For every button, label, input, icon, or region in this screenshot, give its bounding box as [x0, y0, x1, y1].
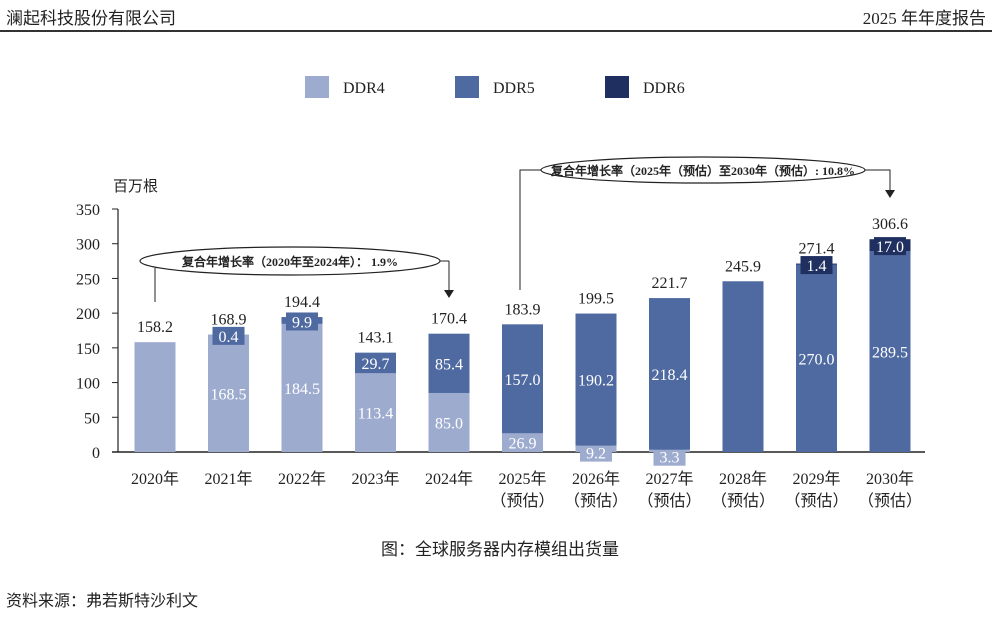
- data-label-ddr4: 184.5: [284, 381, 320, 398]
- bar-segment-ddr5: [722, 281, 764, 452]
- legend-swatch-ddr5: [455, 76, 479, 98]
- data-label-ddr5: 85.4: [435, 356, 463, 373]
- arrow-down-icon: [885, 190, 895, 198]
- data-label-box: [286, 312, 318, 331]
- total-label: 183.9: [505, 301, 541, 318]
- data-label-ddr6: 1.4: [807, 258, 827, 275]
- x-tick-label: （预估）: [711, 492, 775, 510]
- data-label-box: [653, 447, 686, 466]
- y-tick-label: 300: [76, 237, 100, 254]
- legend-label-ddr4: DDR4: [343, 80, 385, 97]
- x-tick-label: （预估）: [784, 492, 848, 510]
- cagr-label: 复合年增长率（2020年至2024年）： 1.9%: [181, 254, 398, 269]
- x-tick-label: （预估）: [637, 492, 701, 510]
- data-label-box: [212, 326, 245, 345]
- x-tick-label: 2025年: [498, 470, 546, 488]
- data-label-ddr4: 168.5: [211, 387, 247, 404]
- total-label: 168.9: [211, 312, 247, 329]
- bar-segment-ddr5: [649, 298, 690, 450]
- total-label: 170.4: [431, 311, 467, 328]
- data-label-ddr5: 9.9: [292, 314, 312, 331]
- figure-caption: 图：全球服务器内存模组出货量: [381, 540, 619, 559]
- x-tick-label: 2029年: [792, 470, 840, 488]
- y-tick-label: 50: [84, 410, 100, 427]
- total-label: 271.4: [799, 241, 835, 258]
- x-tick-label: 2028年: [719, 470, 767, 488]
- data-label-ddr5: 0.4: [219, 329, 239, 346]
- report-title: 2025 年年度报告: [862, 9, 986, 28]
- cagr-connector: [519, 169, 541, 290]
- data-label-box: [874, 237, 906, 256]
- total-label: 143.1: [358, 330, 394, 347]
- x-tick-label: （预估）: [564, 492, 628, 510]
- bar-segment-ddr4: [208, 335, 249, 452]
- y-axis-label: 百万根: [113, 178, 158, 195]
- y-tick-label: 100: [76, 376, 100, 393]
- x-tick-label: 2024年: [425, 470, 473, 488]
- bar-segment-ddr5: [869, 251, 911, 452]
- data-label-ddr4: 113.4: [358, 406, 393, 423]
- y-tick-label: 150: [76, 341, 100, 358]
- cagr-connector: [865, 169, 891, 192]
- legend-swatch-ddr6: [605, 76, 629, 98]
- y-tick-label: 0: [92, 445, 100, 462]
- x-tick-label: 2022年: [278, 470, 326, 488]
- company-name: 澜起科技股份有限公司: [6, 9, 176, 28]
- data-label-ddr5: 270.0: [799, 351, 835, 368]
- bar-segment-ddr4: [355, 373, 396, 452]
- data-label-ddr4: 9.2: [586, 446, 606, 463]
- x-tick-label: （预估）: [858, 492, 922, 510]
- data-label-ddr5: 289.5: [872, 345, 908, 362]
- legend-label-ddr6: DDR6: [643, 80, 685, 97]
- legend-label-ddr5: DDR5: [493, 80, 535, 97]
- bar-segment-ddr4: [281, 323, 323, 452]
- y-tick-label: 350: [76, 202, 100, 219]
- x-tick-label: 2026年: [572, 470, 620, 488]
- header-divider: [0, 30, 992, 32]
- x-tick-label: 2020年: [131, 470, 179, 488]
- bar-segment-ddr5: [796, 264, 837, 452]
- data-label-ddr4: 3.3: [660, 450, 680, 467]
- data-label-box: [580, 443, 612, 462]
- bar-segment-ddr4: [502, 433, 543, 452]
- x-tick-label: 2023年: [351, 470, 399, 488]
- bar-segment-ddr4: [134, 342, 176, 452]
- total-label: 194.4: [284, 294, 320, 311]
- y-tick-label: 200: [76, 306, 100, 323]
- cagr-label: 复合年增长率（2025年（预估）至2030年（预估）: 10.8%: [550, 163, 855, 178]
- bar-segment-ddr4: [428, 392, 470, 452]
- total-label: 199.5: [578, 291, 614, 308]
- data-label-ddr4: 85.0: [435, 415, 463, 432]
- data-label-ddr5: 157.0: [505, 372, 541, 389]
- data-label-ddr6: 17.0: [876, 239, 904, 256]
- bar-segment-ddr5: [355, 352, 396, 374]
- bar-segment-ddr5: [575, 313, 617, 446]
- source-note: 资料来源：弗若斯特沙利文: [6, 593, 199, 610]
- bar-segment-ddr5: [428, 333, 470, 393]
- total-label: 245.9: [725, 258, 761, 275]
- data-label-ddr5: 218.4: [652, 367, 688, 384]
- legend-swatch-ddr4: [305, 76, 329, 98]
- bar-segment-ddr5: [502, 324, 543, 434]
- total-label: 306.6: [872, 216, 908, 233]
- x-tick-label: （预估）: [490, 492, 554, 510]
- arrow-down-icon: [444, 290, 454, 298]
- x-tick-label: 2030年: [866, 470, 914, 488]
- data-label-ddr5: 29.7: [362, 356, 390, 373]
- total-label: 221.7: [652, 275, 688, 292]
- data-label-ddr5: 190.2: [578, 373, 614, 390]
- x-tick-label: 2027年: [645, 470, 693, 488]
- total-label: 158.2: [137, 319, 173, 336]
- x-tick-label: 2021年: [204, 470, 252, 488]
- data-label-box: [800, 256, 833, 275]
- data-label-ddr4: 26.9: [509, 436, 537, 453]
- y-tick-label: 250: [76, 271, 100, 288]
